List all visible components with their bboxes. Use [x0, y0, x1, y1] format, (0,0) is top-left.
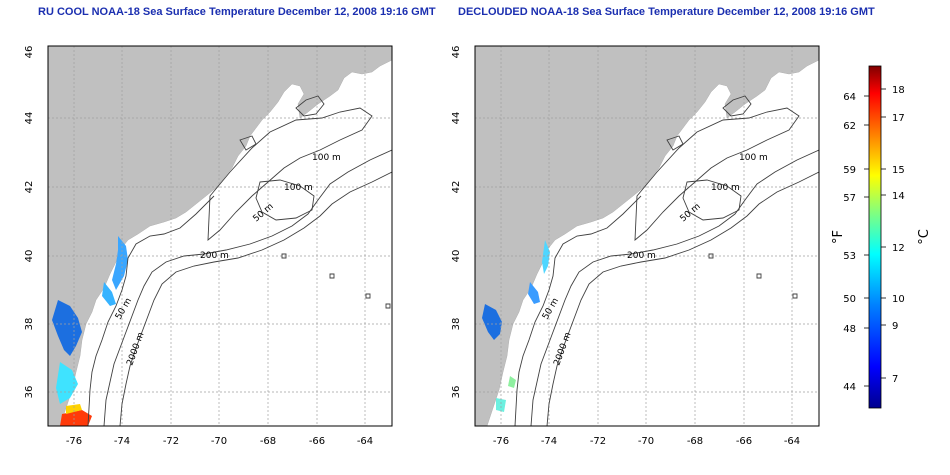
svg-text:36: 36 — [24, 386, 35, 399]
svg-text:48: 48 — [843, 324, 856, 335]
svg-text:100 m: 100 m — [284, 183, 313, 193]
left-sst-chesapeake — [52, 300, 82, 356]
svg-text:-74: -74 — [114, 436, 130, 447]
svg-text:-74: -74 — [541, 436, 557, 447]
right-contours — [514, 95, 819, 426]
svg-text:42: 42 — [451, 181, 462, 194]
left-y-axis: 46 44 42 40 38 36 — [24, 46, 35, 399]
colorbar-celsius-ticks: 18 17 15 14 12 10 9 7 — [892, 85, 905, 385]
svg-text:17: 17 — [892, 113, 905, 124]
svg-text:44: 44 — [843, 382, 856, 393]
svg-text:57: 57 — [843, 193, 856, 204]
svg-text:53: 53 — [843, 251, 856, 262]
svg-text:-76: -76 — [66, 436, 82, 447]
left-map-panel: 100 m 100 m 50 m 200 m 50 m 2000 m -76 -… — [24, 45, 393, 447]
colorbar-fahrenheit-ticks: 64 62 59 57 53 50 48 44 — [843, 92, 856, 393]
svg-text:-64: -64 — [784, 436, 800, 447]
svg-text:-68: -68 — [687, 436, 703, 447]
svg-text:-76: -76 — [493, 436, 509, 447]
svg-text:-70: -70 — [638, 436, 654, 447]
svg-text:46: 46 — [24, 46, 35, 59]
svg-text:59: 59 — [843, 165, 856, 176]
svg-text:38: 38 — [24, 318, 35, 331]
svg-text:44: 44 — [451, 112, 462, 125]
svg-text:36: 36 — [451, 386, 462, 399]
colorbar-fahrenheit-label: °F — [831, 230, 846, 244]
left-grid — [48, 46, 392, 426]
svg-text:-72: -72 — [163, 436, 179, 447]
svg-text:200 m: 200 m — [200, 251, 229, 261]
left-contours — [87, 95, 392, 426]
right-sst-delaware — [528, 282, 540, 304]
left-land — [48, 46, 392, 426]
svg-text:-70: -70 — [211, 436, 227, 447]
svg-text:100 m: 100 m — [739, 153, 768, 163]
temperature-colorbar: 64 62 59 57 53 50 48 44 18 17 15 14 12 — [831, 65, 932, 409]
colorbar-scale — [868, 65, 882, 409]
svg-text:50: 50 — [843, 294, 856, 305]
svg-text:10: 10 — [892, 294, 905, 305]
svg-text:15: 15 — [892, 165, 905, 176]
svg-text:42: 42 — [24, 181, 35, 194]
svg-text:46: 46 — [451, 46, 462, 59]
right-map-panel: 100 m 100 m 50 m 200 m 50 m 2000 m -76 -… — [451, 45, 820, 447]
svg-text:-64: -64 — [357, 436, 373, 447]
right-land — [475, 46, 819, 426]
svg-text:-72: -72 — [590, 436, 606, 447]
right-map-title: DECLOUDED NOAA-18 Sea Surface Temperatur… — [458, 6, 875, 18]
right-grid — [475, 46, 819, 426]
svg-text:40: 40 — [24, 250, 35, 263]
right-sst-nc-coast — [508, 376, 516, 388]
colorbar-fahrenheit-tickmarks — [864, 95, 869, 387]
svg-text:64: 64 — [843, 92, 856, 103]
svg-text:9: 9 — [892, 321, 898, 332]
left-x-axis: -76 -74 -72 -70 -68 -66 -64 — [66, 436, 373, 447]
svg-text:-68: -68 — [260, 436, 276, 447]
svg-text:38: 38 — [451, 318, 462, 331]
right-sst-nj-coast — [542, 240, 550, 274]
left-sst-warm — [60, 410, 92, 426]
colorbar-celsius-tickmarks — [881, 88, 886, 379]
svg-text:12: 12 — [892, 243, 905, 254]
left-map-title: RU COOL NOAA-18 Sea Surface Temperature … — [38, 6, 436, 18]
left-map-frame — [47, 45, 393, 427]
svg-text:7: 7 — [892, 374, 898, 385]
left-sst-warm-edge — [66, 404, 82, 414]
left-sst-nj-coast — [112, 236, 128, 290]
svg-text:200 m: 200 m — [627, 251, 656, 261]
right-y-axis: 46 44 42 40 38 36 — [451, 46, 462, 399]
left-sst-nc-coast — [56, 362, 78, 404]
right-x-axis: -76 -74 -72 -70 -68 -66 -64 — [493, 436, 800, 447]
svg-text:40: 40 — [451, 250, 462, 263]
svg-text:-66: -66 — [736, 436, 752, 447]
left-sst-delaware — [102, 282, 116, 306]
right-map-frame — [474, 45, 820, 427]
right-sst-chesapeake — [482, 304, 502, 340]
svg-text:100 m: 100 m — [711, 183, 740, 193]
svg-text:62: 62 — [843, 121, 856, 132]
right-sst-outer-banks — [496, 398, 506, 412]
svg-text:18: 18 — [892, 85, 905, 96]
svg-text:44: 44 — [24, 112, 35, 125]
svg-text:100 m: 100 m — [312, 153, 341, 163]
colorbar-celsius-label: °C — [917, 229, 932, 245]
svg-text:-66: -66 — [309, 436, 325, 447]
svg-text:14: 14 — [892, 191, 905, 202]
